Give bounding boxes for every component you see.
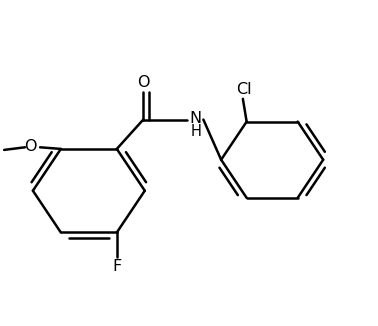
Text: H: H bbox=[191, 124, 201, 139]
Text: O: O bbox=[24, 139, 37, 154]
Text: Cl: Cl bbox=[236, 82, 252, 96]
Text: F: F bbox=[113, 259, 122, 274]
Text: N: N bbox=[190, 111, 202, 126]
Text: O: O bbox=[137, 75, 150, 90]
